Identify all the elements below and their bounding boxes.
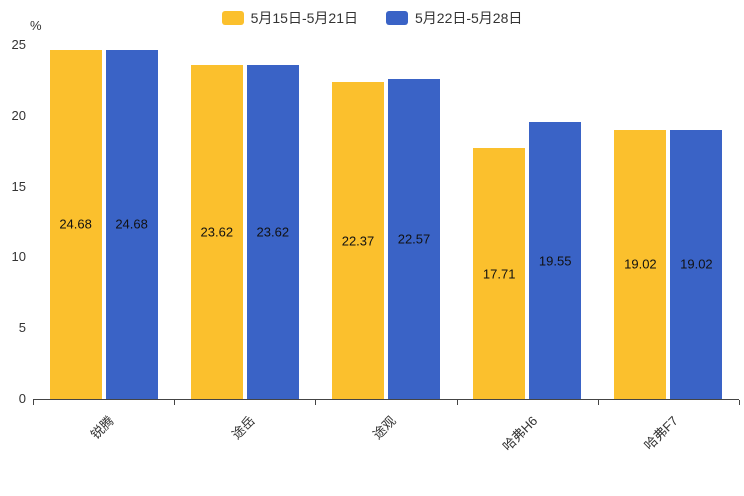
x-axis-tick [739, 400, 740, 405]
bar-value-label: 24.68 [59, 216, 92, 232]
x-label-slot: 途观 [315, 401, 456, 481]
bar: 19.02 [614, 129, 667, 399]
y-tick-label: 5 [18, 320, 26, 336]
bar: 24.68 [49, 49, 102, 399]
bar-group: 22.37 22.57 [315, 45, 456, 399]
bar: 23.62 [246, 64, 299, 399]
y-axis-unit-label: % [30, 18, 42, 33]
bar-value-label: 19.02 [680, 256, 713, 272]
bar-value-label: 17.71 [482, 266, 516, 282]
y-tick-label: 25 [11, 37, 26, 52]
bar-value-label: 22.37 [341, 233, 375, 249]
x-category-label: 途岳 [228, 413, 258, 443]
bar: 22.37 [332, 82, 384, 399]
bar-value-label: 23.62 [256, 224, 290, 240]
bar: 22.57 [388, 79, 440, 399]
bar: 19.55 [529, 122, 582, 399]
bars-container: 24.68 24.68 23.62 23.62 22.37 22.57 17.71 19.55… [33, 45, 739, 399]
x-axis-tick [33, 400, 34, 405]
bar-group: 17.71 19.55 [457, 45, 598, 399]
legend-label: 5月15日-5月21日 [250, 10, 358, 26]
bar-group: 19.02 19.02 [598, 45, 739, 399]
legend-item-0[interactable]: 5月15日-5月21日 [221, 8, 358, 28]
legend-item-1[interactable]: 5月22日-5月28日 [386, 8, 522, 28]
x-category-label: 锐腾 [87, 413, 117, 443]
x-axis-tick [315, 400, 317, 405]
bar-value-label: 23.62 [200, 224, 234, 240]
y-tick-label: 15 [11, 178, 26, 194]
x-axis-tick [597, 400, 599, 405]
x-label-slot: 锐腾 [33, 401, 174, 481]
bar-value-label: 24.68 [115, 216, 148, 232]
y-tick-label: 0 [18, 391, 26, 406]
legend-label: 5月22日-5月28日 [415, 10, 523, 26]
bar: 17.71 [473, 148, 526, 399]
x-axis-tick [174, 400, 176, 405]
bar: 23.62 [190, 64, 243, 399]
x-category-label: 哈弗F7 [641, 413, 682, 453]
y-tick-label: 20 [11, 107, 26, 123]
x-category-label: 途观 [369, 413, 399, 443]
y-tick-label: 10 [11, 249, 26, 265]
legend-swatch-icon [386, 11, 408, 25]
x-axis-tick [456, 400, 458, 405]
x-label-slot: 途岳 [174, 401, 315, 481]
bar-group: 23.62 23.62 [174, 45, 315, 399]
legend: 5月15日-5月21日 5月22日-5月28日 [0, 8, 744, 28]
bar-group: 24.68 24.68 [33, 45, 174, 399]
bar-value-label: 22.57 [397, 231, 431, 247]
bar: 24.68 [105, 49, 158, 399]
bar-value-label: 19.02 [624, 256, 657, 272]
bar-value-label: 19.55 [538, 253, 572, 269]
x-label-slot: 哈弗H6 [457, 401, 598, 481]
plot-area: 24.68 24.68 23.62 23.62 22.37 22.57 17.71 19.55… [12, 37, 740, 406]
legend-swatch-icon [221, 11, 244, 25]
x-label-slot: 哈弗F7 [598, 401, 739, 481]
x-axis-labels: 锐腾 途岳 途观 哈弗H6 哈弗F7 [33, 401, 739, 481]
x-category-label: 哈弗H6 [499, 413, 540, 454]
bar: 19.02 [670, 129, 723, 399]
